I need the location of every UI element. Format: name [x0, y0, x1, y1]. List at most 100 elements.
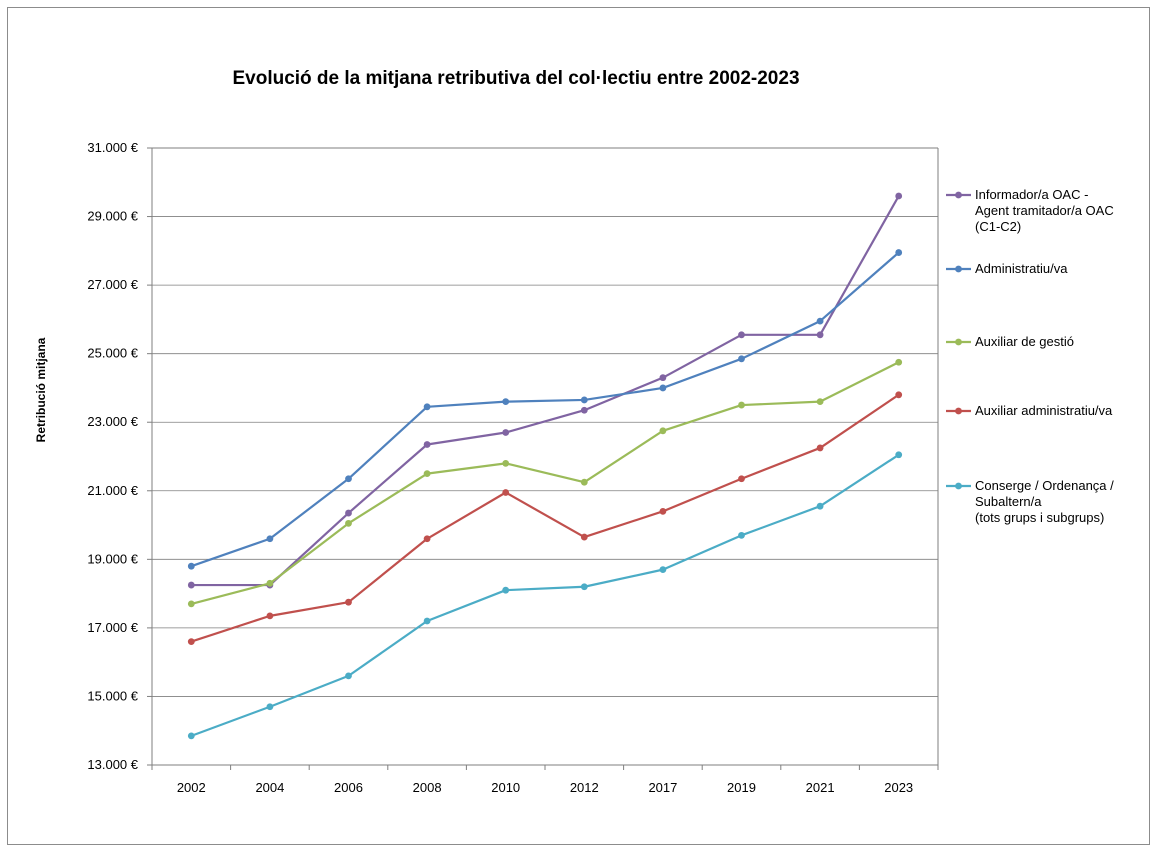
- y-tick-label: 17.000 €: [87, 620, 138, 635]
- legend-item: Conserge / Ordenança /Subaltern/a(tots g…: [946, 478, 1114, 525]
- data-point: [187, 562, 195, 570]
- data-point: [580, 478, 588, 486]
- legend-item: Administratiu/va: [946, 261, 1068, 276]
- data-point: [580, 396, 588, 404]
- data-point: [266, 535, 274, 543]
- legend-label: (C1-C2): [975, 219, 1021, 234]
- data-point: [895, 249, 903, 256]
- series-line: [190, 453, 900, 737]
- data-point: [345, 598, 352, 606]
- data-point: [895, 451, 903, 459]
- x-tick-label: 2004: [255, 780, 284, 795]
- legend-label: Agent tramitador/a OAC: [975, 203, 1114, 218]
- chart-title: Evolució de la mitjana retributiva del c…: [232, 68, 799, 89]
- legend: Informador/a OAC -Agent tramitador/a OAC…: [946, 187, 1114, 525]
- y-tick-label: 29.000 €: [87, 209, 138, 224]
- data-point: [816, 444, 824, 452]
- x-tick-label: 2023: [884, 780, 913, 795]
- x-tick-label: 2008: [413, 780, 442, 795]
- data-point: [345, 475, 352, 483]
- series-1: [187, 249, 903, 570]
- data-point: [738, 331, 745, 339]
- data-point: [659, 566, 667, 574]
- data-point: [738, 355, 745, 363]
- legend-swatch-marker: [955, 191, 962, 199]
- data-point: [423, 470, 431, 478]
- data-point: [187, 581, 195, 589]
- data-point: [816, 317, 824, 325]
- y-tick-label: 15.000 €: [87, 688, 138, 703]
- data-point: [895, 192, 903, 200]
- data-point: [187, 600, 195, 608]
- data-point: [345, 509, 352, 517]
- legend-item: Informador/a OAC -Agent tramitador/a OAC…: [946, 187, 1114, 234]
- x-tick-label: 2012: [570, 780, 599, 795]
- data-point: [423, 617, 431, 625]
- data-point: [816, 331, 824, 339]
- series-line: [190, 393, 900, 643]
- y-tick-label: 13.000 €: [87, 757, 138, 772]
- series-4: [187, 451, 903, 740]
- series-3: [187, 391, 903, 645]
- legend-label: Conserge / Ordenança /: [975, 478, 1114, 493]
- x-tick-label: 2019: [727, 780, 756, 795]
- legend-label: Auxiliar administratiu/va: [975, 403, 1113, 418]
- data-point: [502, 429, 510, 436]
- axes: 13.000 € 15.000 € 17.000 € 19.000 € 21.000 €…: [87, 140, 939, 795]
- x-tick-label: 2010: [491, 780, 520, 795]
- data-point: [738, 401, 745, 409]
- data-point: [895, 358, 903, 366]
- x-tick-label: 2017: [648, 780, 677, 795]
- y-tick-label: 23.000 €: [87, 414, 138, 429]
- data-point: [580, 406, 588, 414]
- legend-swatch-marker: [955, 482, 962, 490]
- data-point: [266, 703, 274, 711]
- data-point: [187, 732, 195, 740]
- x-tick-label: 2006: [334, 780, 363, 795]
- data-point: [580, 583, 588, 591]
- legend-swatch-marker: [955, 407, 962, 415]
- series-2: [187, 358, 903, 608]
- data-point: [659, 427, 667, 435]
- legend-swatch-marker: [955, 265, 962, 273]
- y-axis-label: Retribució mitjana: [34, 337, 48, 442]
- y-tick-label: 21.000 €: [87, 483, 138, 498]
- data-point: [659, 384, 667, 392]
- data-point: [659, 507, 667, 515]
- data-point: [423, 535, 431, 543]
- data-point: [423, 403, 431, 411]
- series-line: [190, 251, 900, 568]
- series-0: [187, 192, 903, 589]
- legend-label: Informador/a OAC -: [975, 187, 1088, 202]
- legend-swatch-marker: [955, 338, 962, 346]
- data-point: [502, 398, 510, 406]
- data-point: [345, 672, 352, 680]
- series-line: [191, 195, 900, 587]
- data-point: [738, 531, 745, 539]
- data-point: [738, 475, 745, 483]
- y-tick-label: 31.000 €: [87, 140, 138, 155]
- y-tick-label: 27.000 €: [87, 277, 138, 292]
- data-point: [502, 586, 510, 594]
- data-point: [266, 612, 274, 620]
- data-point: [187, 638, 195, 645]
- legend-label: (tots grups i subgrups): [975, 510, 1104, 525]
- data-point: [895, 391, 903, 399]
- data-point: [580, 533, 588, 541]
- legend-label: Administratiu/va: [975, 261, 1068, 276]
- data-point: [659, 374, 667, 382]
- data-point: [502, 459, 510, 467]
- series-layer: [187, 192, 903, 740]
- chart-frame: [7, 7, 1150, 845]
- legend-label: Auxiliar de gestió: [975, 334, 1074, 349]
- data-point: [816, 502, 824, 510]
- x-tick-label: 2002: [177, 780, 206, 795]
- data-point: [816, 398, 824, 406]
- data-point: [502, 489, 510, 496]
- data-point: [345, 519, 352, 527]
- data-point: [266, 579, 274, 587]
- series-line: [191, 361, 900, 605]
- y-tick-label: 19.000 €: [87, 551, 138, 566]
- x-tick-label: 2021: [806, 780, 835, 795]
